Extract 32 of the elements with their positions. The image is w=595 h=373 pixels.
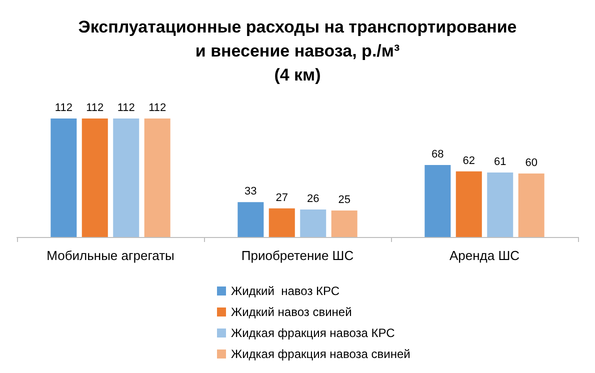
data-label: 62 [462, 154, 476, 167]
data-label: 26 [306, 192, 320, 205]
data-label: 25 [338, 194, 350, 206]
x-tick-label: Аренда ШС [449, 248, 520, 263]
data-label: 27 [276, 192, 288, 204]
data-label: 33 [244, 186, 257, 198]
data-label: 60 [525, 157, 538, 169]
data-label: 68 [432, 148, 444, 161]
data-label: 112 [117, 102, 135, 114]
legend-label: Жидкая фракция навоза свиней [231, 347, 410, 361]
data-label: 112 [86, 102, 104, 114]
data-label: 112 [54, 102, 72, 114]
bar [456, 171, 482, 237]
bar [82, 118, 108, 237]
x-tick-label: Мобильные агрегаты [46, 248, 174, 263]
bar [113, 118, 140, 237]
x-tick-label: Приобретение ШС [241, 248, 354, 263]
legend-label: Жидкая фракция навоза КРС [231, 326, 396, 340]
bar [424, 165, 451, 237]
bar [268, 208, 295, 237]
bar [50, 118, 77, 237]
legend-label: Жидкий навоз КРС [231, 284, 340, 298]
bar [487, 172, 514, 237]
data-label: 112 [148, 102, 166, 114]
bar [518, 174, 544, 237]
data-label: 61 [494, 156, 506, 168]
bar [331, 210, 358, 237]
chart-title: Эксплуатационные расходы на транспортирование и внесение навоза, р./м³ (4 км) [78, 18, 517, 84]
bar [300, 209, 326, 237]
legend-label: Жидкий навоз свиней [231, 305, 352, 319]
bar [238, 202, 264, 237]
bar [144, 118, 170, 237]
